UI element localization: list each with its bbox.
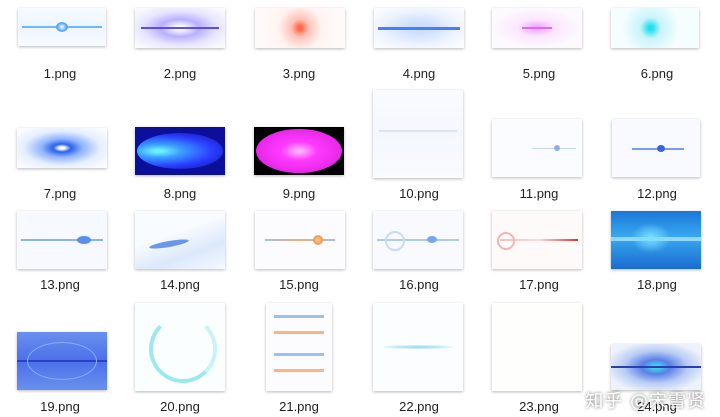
file-name: 9.png <box>282 186 316 201</box>
watermark-text: 知乎 @宋雪贤 <box>585 391 706 412</box>
file-name: 5.png <box>522 66 556 81</box>
file-name: 14.png <box>160 277 200 292</box>
thumbnail-lens-flare <box>266 303 332 391</box>
thumbnail-lens-flare <box>612 119 700 177</box>
thumbnail-lens-flare <box>254 127 344 175</box>
thumbnail-lens-flare <box>492 303 582 391</box>
thumbnail-lens-flare <box>17 128 107 168</box>
file-name: 7.png <box>43 186 77 201</box>
thumbnail-lens-flare <box>373 90 463 178</box>
file-name: 17.png <box>519 277 559 292</box>
file-name: 19.png <box>40 399 80 414</box>
file-name: 23.png <box>519 399 559 414</box>
file-name: 8.png <box>163 186 197 201</box>
thumbnail-lens-flare <box>373 211 463 269</box>
thumbnail-lens-flare <box>611 8 699 48</box>
thumbnail-lens-flare <box>17 211 107 269</box>
file-name: 12.png <box>637 186 677 201</box>
file-name: 1.png <box>43 66 77 81</box>
file-name: 18.png <box>637 277 677 292</box>
thumbnail-lens-flare <box>18 8 106 46</box>
thumbnail-lens-flare <box>255 211 345 269</box>
thumbnail-lens-flare <box>492 211 582 269</box>
file-name: 4.png <box>402 66 436 81</box>
file-name: 13.png <box>40 277 80 292</box>
thumbnail-lens-flare <box>135 303 225 391</box>
file-name: 2.png <box>163 66 197 81</box>
file-name: 11.png <box>519 186 559 201</box>
file-name: 6.png <box>640 66 674 81</box>
thumbnail-lens-flare <box>135 8 225 48</box>
file-name: 22.png <box>399 399 439 414</box>
thumbnail-lens-flare <box>255 8 345 48</box>
file-name: 15.png <box>279 277 319 292</box>
file-name: 16.png <box>399 277 439 292</box>
file-name: 10.png <box>399 186 439 201</box>
thumbnail-lens-flare <box>492 8 582 48</box>
file-name: 24.png <box>637 399 677 414</box>
thumbnail-lens-flare <box>374 8 464 48</box>
thumbnail-lens-flare <box>135 211 225 269</box>
thumbnail-lens-flare <box>611 344 701 390</box>
file-name: 20.png <box>160 399 200 414</box>
thumbnail-lens-flare <box>135 127 225 175</box>
thumbnail-lens-flare <box>611 211 701 269</box>
file-name: 21.png <box>279 399 319 414</box>
thumbnail-lens-flare <box>492 119 582 177</box>
thumbnail-lens-flare <box>17 332 107 390</box>
file-name: 3.png <box>282 66 316 81</box>
thumbnail-lens-flare <box>373 303 463 391</box>
